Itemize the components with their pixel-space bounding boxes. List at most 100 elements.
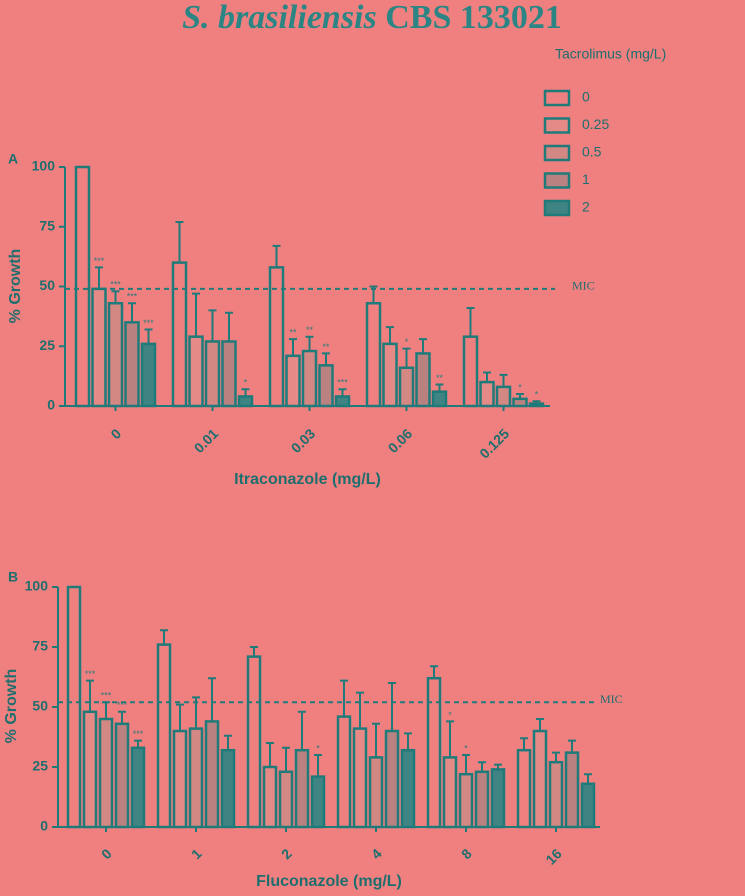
- bar: [82, 710, 98, 829]
- error-bar: [356, 691, 364, 729]
- significance: *: [448, 710, 452, 720]
- bar: [564, 751, 580, 829]
- bar: [130, 746, 146, 829]
- error-bar: [536, 718, 544, 731]
- error-bar: [552, 751, 560, 763]
- error-bar: [111, 290, 120, 304]
- significance: ***: [94, 256, 105, 266]
- error-bar: [225, 311, 233, 342]
- significance: **: [322, 342, 330, 352]
- error-bar: [95, 266, 103, 289]
- bar: [318, 364, 334, 408]
- y-tick-label: 100: [32, 158, 56, 174]
- mic-label: MIC: [572, 279, 595, 293]
- error-bar: [128, 302, 136, 323]
- bar: [278, 770, 294, 829]
- bar: [262, 765, 278, 829]
- significance: ***: [143, 318, 154, 328]
- x-tick-label: 4: [368, 845, 385, 862]
- error-bar: [298, 710, 306, 751]
- error-bar: [446, 720, 454, 758]
- x-tick-label: 2: [278, 845, 295, 862]
- bar: [458, 772, 474, 829]
- y-tick-label: 50: [32, 698, 48, 714]
- mic-label: MIC: [600, 692, 623, 706]
- bar: [188, 335, 204, 408]
- error-bar: [419, 338, 427, 354]
- error-bar: [241, 388, 250, 397]
- error-bar: [266, 742, 274, 767]
- bar: [114, 722, 130, 829]
- bar: [107, 301, 124, 408]
- error-bar: [305, 335, 314, 352]
- bar: [246, 655, 262, 829]
- bar: [172, 729, 188, 829]
- legend-label: 0.25: [582, 116, 609, 132]
- error-bar: [322, 352, 330, 366]
- bar: [415, 352, 431, 408]
- bar: [334, 395, 351, 408]
- bar: [336, 715, 352, 829]
- x-tick-label: 1: [188, 845, 205, 862]
- error-bar: [282, 746, 290, 772]
- error-bar: [250, 646, 258, 657]
- significance: **: [436, 373, 444, 383]
- bar: [490, 768, 506, 829]
- legend-swatch: [543, 144, 571, 162]
- error-bar: [208, 309, 217, 342]
- x-tick-label: 0: [107, 425, 124, 442]
- bar: [398, 366, 415, 408]
- legend-swatch: [543, 172, 571, 189]
- error-bar: [516, 393, 524, 399]
- error-bar: [462, 754, 470, 775]
- x-tick-label: 8: [458, 845, 475, 862]
- bar: [98, 717, 114, 829]
- y-tick-label: 75: [39, 217, 55, 233]
- bar: [204, 720, 220, 829]
- y-tick-label: 50: [39, 277, 55, 293]
- error-bar: [272, 244, 281, 268]
- legend-label: 2: [582, 199, 590, 215]
- bar: [124, 321, 140, 408]
- error-bar: [584, 773, 592, 784]
- error-bar: [118, 710, 126, 724]
- significance: *: [464, 743, 468, 753]
- error-bar: [494, 763, 502, 770]
- bar: [384, 729, 400, 829]
- legend-swatch: [543, 117, 571, 134]
- bar: [188, 727, 204, 829]
- error-bar: [224, 734, 232, 751]
- title-strain: CBS 133021: [385, 0, 562, 36]
- error-bar: [499, 373, 508, 387]
- error-bar: [144, 328, 153, 344]
- error-bar: [466, 307, 475, 337]
- error-bar: [520, 737, 528, 751]
- error-bar: [430, 665, 438, 679]
- y-tick-label: 75: [32, 638, 48, 654]
- error-bar: [386, 326, 394, 344]
- error-bar: [532, 400, 541, 404]
- bar: [462, 335, 479, 408]
- x-tick-label: 0.03: [288, 425, 319, 456]
- error-bar: [372, 722, 380, 758]
- significance: ***: [133, 729, 144, 739]
- bar: [474, 770, 490, 829]
- bar: [512, 397, 528, 408]
- x-tick-label: 0: [98, 845, 115, 862]
- bar: [580, 782, 596, 829]
- significance: ***: [101, 691, 112, 701]
- legend-label: 0: [582, 89, 590, 105]
- bar: [171, 261, 188, 408]
- error-bar: [404, 732, 412, 751]
- bar: [156, 643, 172, 829]
- panel-label: B: [8, 569, 18, 585]
- bar: [431, 390, 448, 408]
- significance: *: [316, 743, 320, 753]
- error-bar: [102, 701, 110, 719]
- error-bar: [483, 371, 491, 383]
- significance: **: [289, 327, 297, 337]
- error-bar: [478, 761, 486, 772]
- error-bar: [192, 292, 200, 337]
- error-bar: [86, 679, 94, 712]
